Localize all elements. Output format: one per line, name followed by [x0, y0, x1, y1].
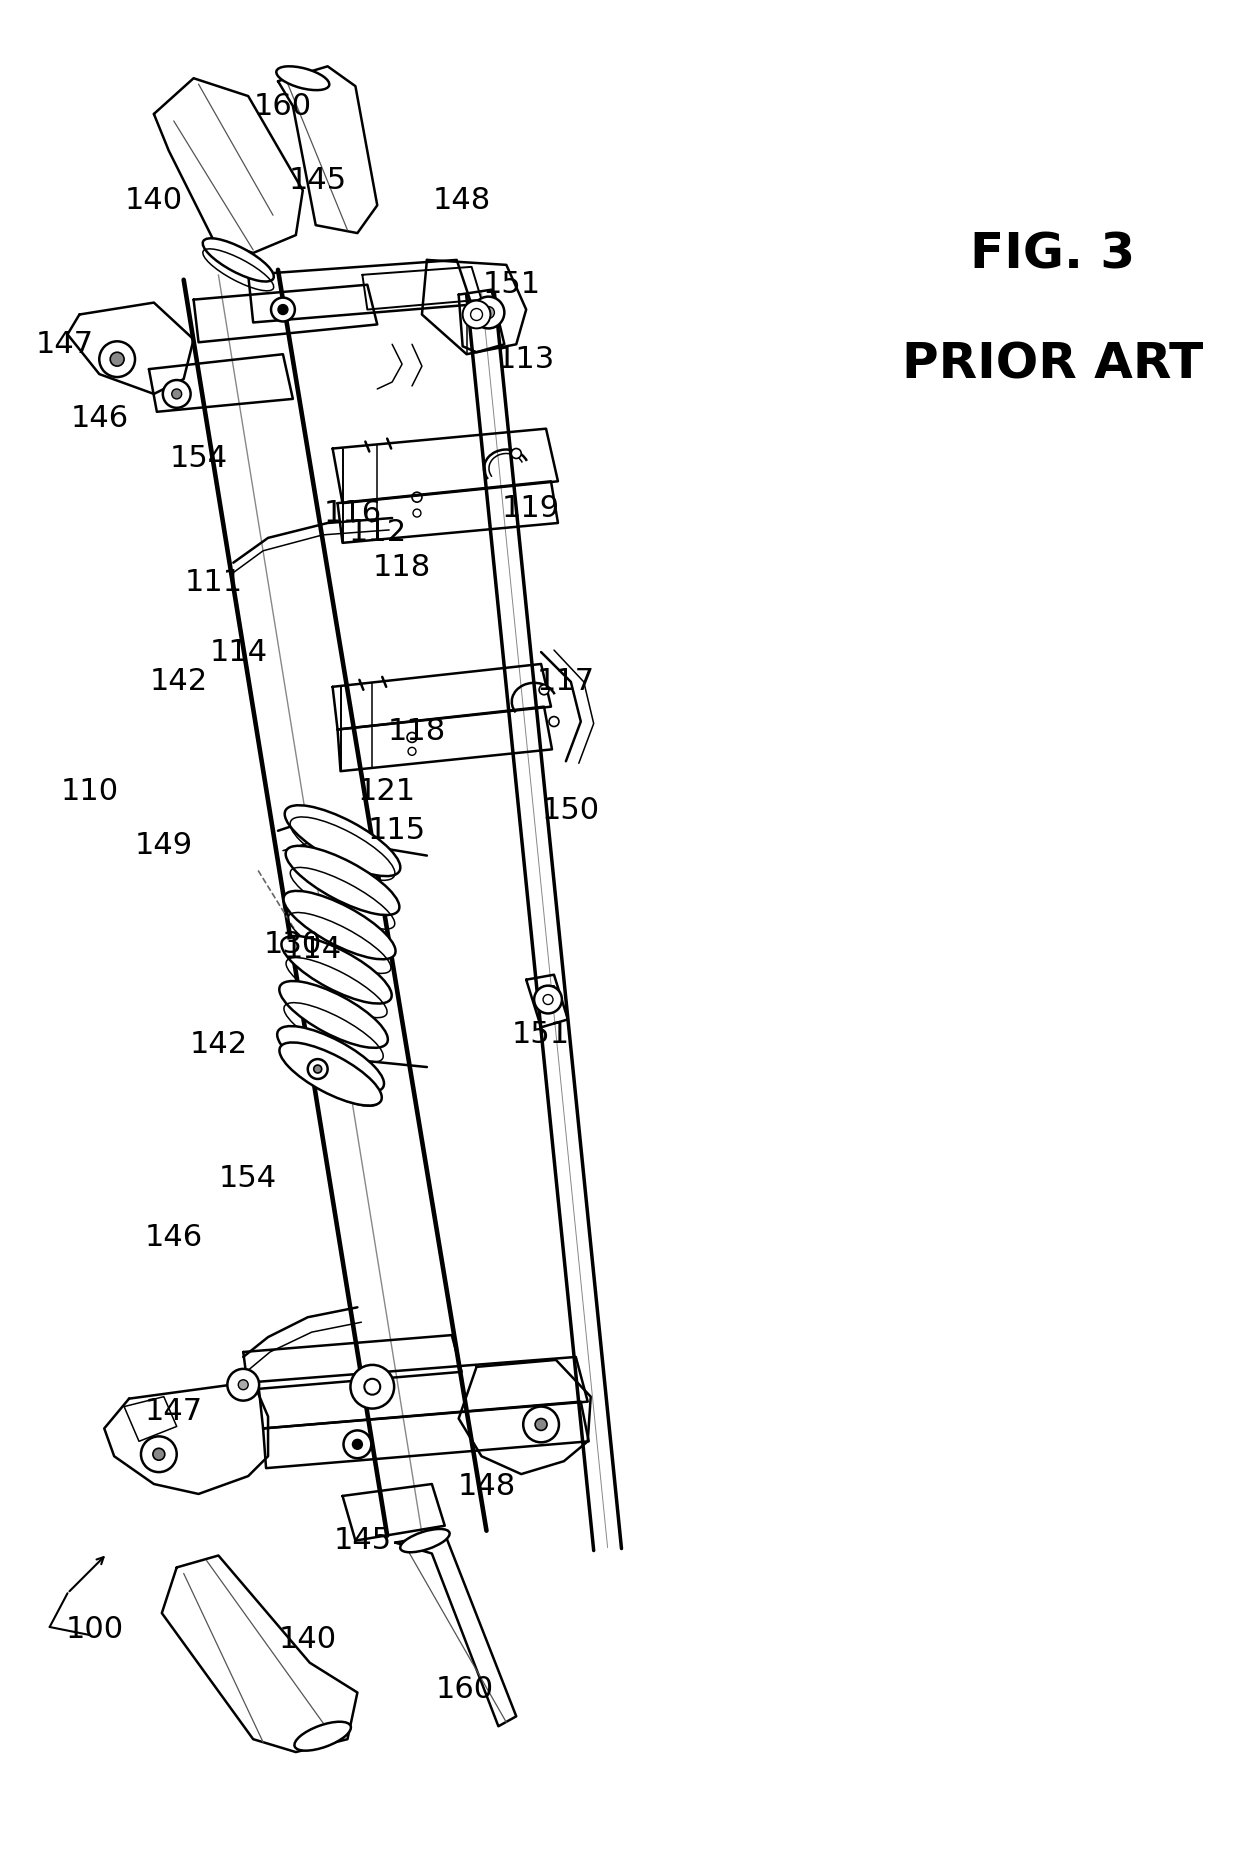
Circle shape — [153, 1449, 165, 1460]
Text: 151: 151 — [512, 1020, 570, 1048]
Text: 112: 112 — [348, 519, 407, 547]
Ellipse shape — [279, 1043, 382, 1106]
Circle shape — [141, 1436, 177, 1471]
Text: FIG. 3: FIG. 3 — [970, 230, 1135, 279]
Circle shape — [272, 298, 295, 322]
Polygon shape — [67, 303, 193, 393]
Ellipse shape — [285, 846, 399, 915]
Text: 114: 114 — [284, 936, 342, 964]
Polygon shape — [149, 354, 293, 412]
Polygon shape — [337, 481, 558, 543]
Circle shape — [227, 1368, 259, 1400]
Circle shape — [365, 1380, 381, 1395]
Ellipse shape — [278, 1026, 384, 1091]
Polygon shape — [278, 66, 377, 234]
Circle shape — [172, 389, 182, 399]
Circle shape — [314, 1065, 321, 1073]
Text: 160: 160 — [254, 92, 312, 120]
Text: PRIOR ART: PRIOR ART — [901, 341, 1203, 388]
Circle shape — [162, 380, 191, 408]
Text: 147: 147 — [145, 1397, 203, 1426]
Circle shape — [536, 1419, 547, 1430]
Polygon shape — [342, 1484, 445, 1541]
Text: 148: 148 — [433, 185, 491, 215]
Ellipse shape — [294, 1722, 351, 1750]
Polygon shape — [459, 1359, 590, 1473]
Polygon shape — [243, 1335, 461, 1389]
Polygon shape — [124, 1397, 177, 1441]
Circle shape — [463, 301, 491, 328]
Text: 147: 147 — [36, 329, 93, 359]
Polygon shape — [459, 290, 505, 352]
Polygon shape — [332, 665, 551, 730]
Text: 140: 140 — [279, 1625, 337, 1655]
Text: 145: 145 — [334, 1526, 392, 1556]
Polygon shape — [162, 1556, 357, 1752]
Text: 113: 113 — [497, 344, 556, 374]
Ellipse shape — [281, 936, 392, 1003]
Ellipse shape — [284, 891, 396, 958]
Circle shape — [308, 1060, 327, 1078]
Ellipse shape — [401, 1529, 450, 1552]
Text: 121: 121 — [358, 777, 417, 805]
Polygon shape — [154, 79, 303, 253]
Circle shape — [534, 987, 562, 1013]
Text: 100: 100 — [66, 1616, 123, 1644]
Polygon shape — [362, 268, 481, 309]
Circle shape — [549, 717, 559, 726]
Polygon shape — [258, 1357, 588, 1428]
Text: 149: 149 — [135, 831, 193, 859]
Text: 145: 145 — [289, 167, 347, 195]
Text: 142: 142 — [190, 1030, 248, 1060]
Text: 154: 154 — [219, 1164, 278, 1192]
Text: 148: 148 — [458, 1471, 516, 1501]
Text: 146: 146 — [71, 404, 129, 432]
Circle shape — [472, 296, 505, 328]
Ellipse shape — [279, 981, 388, 1048]
Text: 117: 117 — [537, 666, 595, 696]
Polygon shape — [263, 1402, 589, 1468]
Text: 116: 116 — [324, 498, 382, 528]
Circle shape — [511, 449, 521, 459]
Polygon shape — [193, 285, 377, 343]
Circle shape — [482, 307, 495, 318]
Circle shape — [99, 341, 135, 376]
Circle shape — [278, 305, 288, 314]
Circle shape — [523, 1406, 559, 1441]
Polygon shape — [332, 429, 558, 504]
Circle shape — [238, 1380, 248, 1389]
Ellipse shape — [285, 805, 401, 876]
Circle shape — [110, 352, 124, 367]
Text: 118: 118 — [388, 717, 446, 745]
Circle shape — [351, 1365, 394, 1408]
Text: 130: 130 — [264, 930, 322, 960]
Text: 110: 110 — [61, 777, 118, 805]
Polygon shape — [104, 1382, 268, 1494]
Polygon shape — [248, 260, 471, 322]
Text: 151: 151 — [482, 270, 541, 300]
Text: 140: 140 — [125, 185, 184, 215]
Polygon shape — [337, 706, 552, 771]
Ellipse shape — [277, 66, 330, 90]
Text: 154: 154 — [170, 444, 228, 474]
Circle shape — [543, 994, 553, 1005]
Polygon shape — [526, 975, 568, 1028]
Ellipse shape — [202, 238, 274, 281]
Circle shape — [539, 685, 549, 695]
Circle shape — [352, 1440, 362, 1449]
Text: 146: 146 — [145, 1222, 203, 1252]
Circle shape — [343, 1430, 371, 1458]
Text: 118: 118 — [373, 552, 432, 582]
Circle shape — [471, 309, 482, 320]
Text: 114: 114 — [210, 638, 268, 666]
Polygon shape — [422, 260, 526, 354]
Text: 119: 119 — [502, 494, 560, 522]
Text: 142: 142 — [150, 666, 208, 696]
Text: 111: 111 — [185, 567, 243, 597]
Text: 115: 115 — [368, 816, 427, 846]
Text: 160: 160 — [435, 1675, 494, 1704]
Text: 150: 150 — [542, 796, 600, 826]
Polygon shape — [396, 1533, 516, 1726]
